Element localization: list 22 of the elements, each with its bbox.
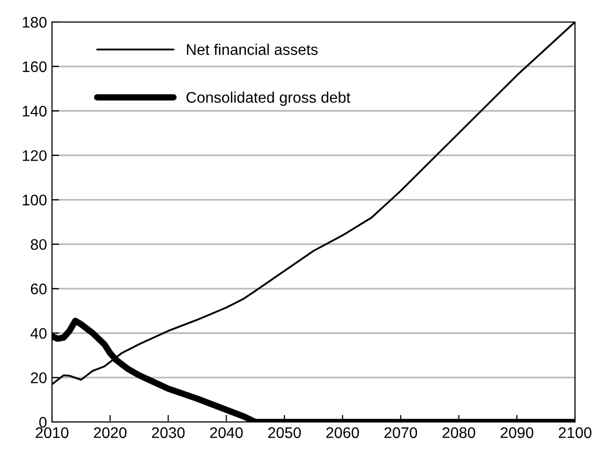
y-tick-label: 40	[30, 328, 47, 339]
x-tick-label: 2050	[268, 427, 301, 438]
x-tick-label: 2080	[442, 427, 476, 438]
y-tick-label: 20	[30, 372, 47, 384]
y-tick-label: 80	[30, 239, 47, 250]
x-tick-label: 2030	[152, 427, 185, 438]
y-tick-label: 160	[22, 61, 47, 72]
y-tick-label: 100	[22, 194, 47, 206]
legend-label: Consolidated gross debt	[186, 92, 350, 106]
y-tick-label: 120	[22, 150, 47, 162]
x-tick-label: 2100	[558, 427, 592, 438]
x-tick-label: 2070	[384, 427, 418, 438]
x-tick-label: 2090	[500, 427, 534, 438]
x-tick-label: 2060	[326, 427, 359, 438]
y-tick-label: 180	[22, 16, 47, 28]
y-tick-label: 60	[30, 284, 47, 294]
x-tick-label: 2040	[210, 427, 243, 438]
x-tick-label: 2010	[36, 427, 68, 438]
legend-label: Net financial assets	[186, 44, 318, 55]
y-tick-label: 0	[39, 416, 47, 428]
x-tick-label: 2020	[94, 427, 127, 438]
y-tick-label: 140	[22, 106, 47, 117]
